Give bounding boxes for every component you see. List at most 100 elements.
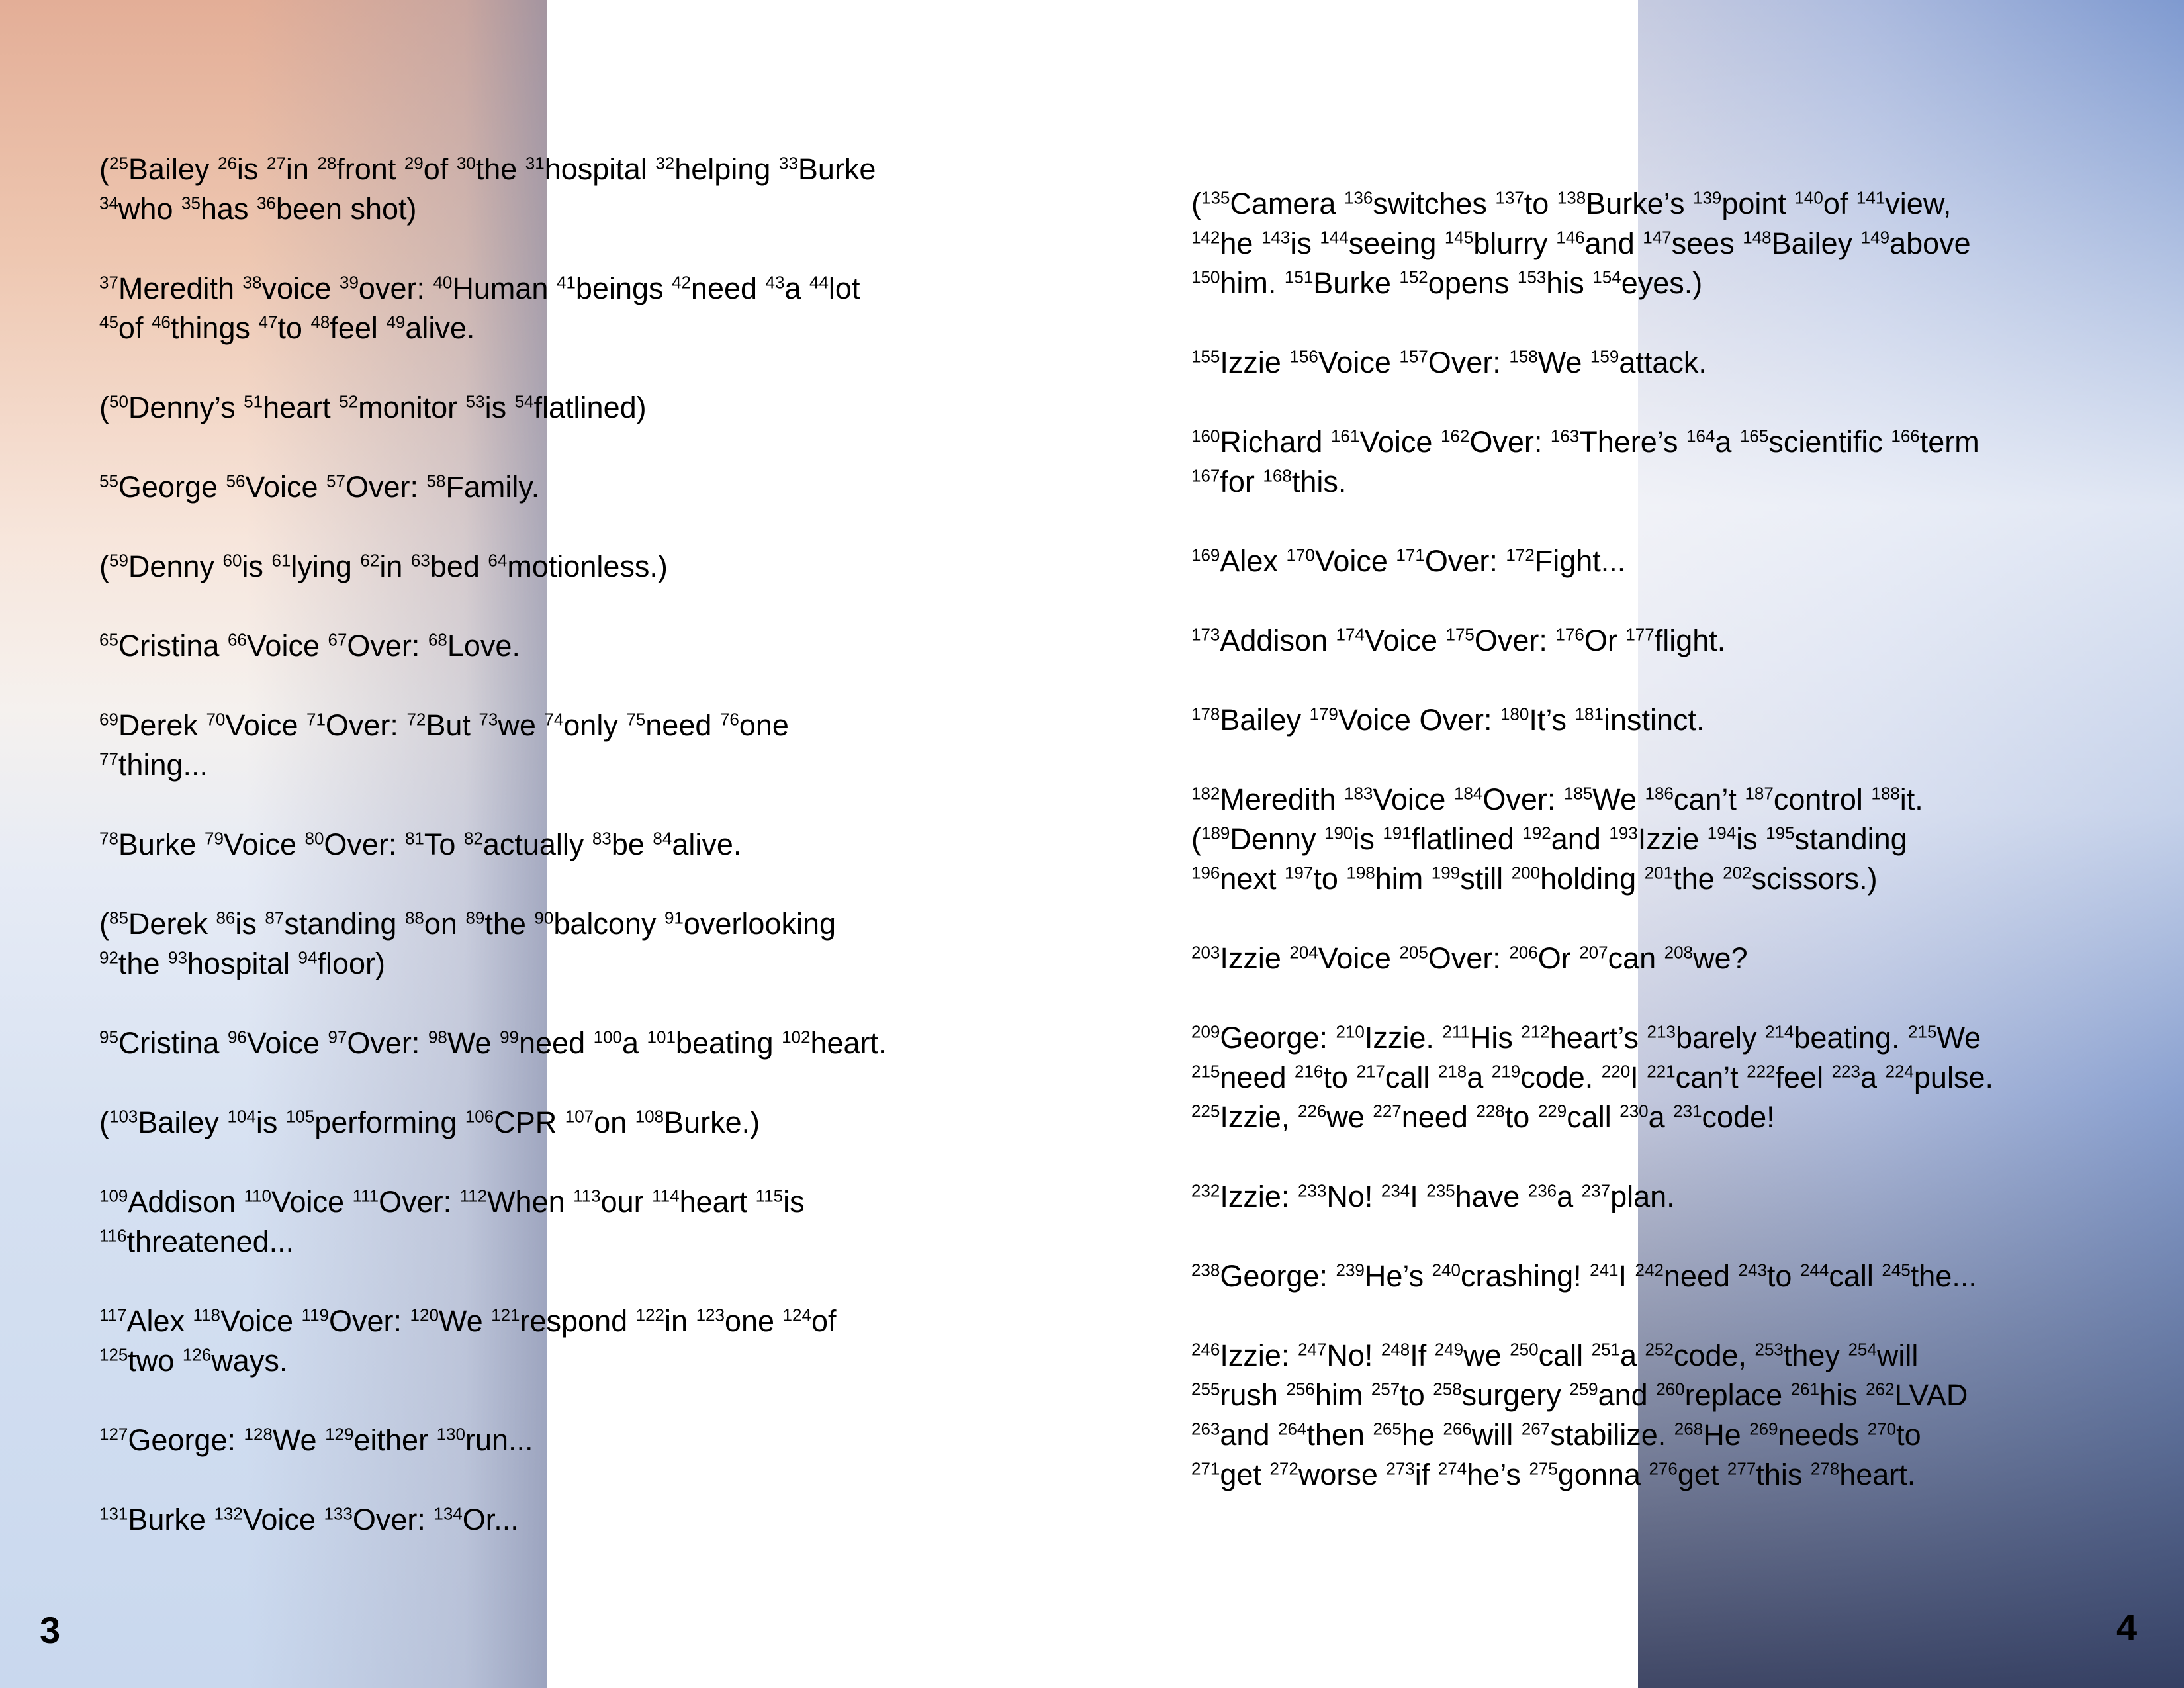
word: front	[336, 152, 404, 186]
word: helping	[674, 152, 779, 186]
word: Voice	[1314, 544, 1396, 578]
word-index-number: 91	[664, 908, 684, 928]
word: of	[423, 152, 457, 186]
word: Or	[1537, 941, 1580, 975]
word: Izzie	[1220, 941, 1290, 975]
word: seeing	[1348, 226, 1445, 260]
word-index-number: 98	[428, 1027, 447, 1047]
word-index-number: 227	[1373, 1101, 1402, 1121]
word: his	[1819, 1378, 1866, 1412]
word: Voice	[225, 708, 306, 742]
word-index-number: 225	[1191, 1101, 1220, 1121]
script-paragraph: 109Addison 110Voice 111Over: 112When 113…	[99, 1182, 1059, 1262]
word: LVAD	[1894, 1378, 1968, 1412]
word: lying	[291, 549, 361, 583]
word-index-number: 124	[782, 1305, 811, 1325]
word: on	[424, 907, 466, 941]
word: George:	[1220, 1021, 1336, 1055]
script-paragraph: 178Bailey 179Voice Over: 180It’s 181inst…	[1191, 700, 2151, 740]
word: Meredith	[1220, 782, 1344, 816]
word-index-number: 199	[1431, 863, 1461, 883]
word-index-number: 268	[1674, 1419, 1704, 1439]
word-index-number: 234	[1381, 1180, 1410, 1201]
word-index-number: 32	[655, 153, 675, 173]
word: him.	[1220, 266, 1285, 300]
word: Fight...	[1534, 544, 1626, 578]
word: to	[1766, 1259, 1800, 1293]
word-index-number: 123	[696, 1305, 725, 1325]
word-index-number: 129	[325, 1424, 354, 1444]
word-index-number: 179	[1309, 704, 1338, 724]
word: and	[1584, 226, 1643, 260]
word: opens	[1428, 266, 1518, 300]
word: a	[1557, 1180, 1582, 1213]
word: we	[1463, 1338, 1510, 1372]
word: We	[1537, 346, 1590, 379]
word: plan.	[1610, 1180, 1675, 1213]
word: Voice	[1364, 624, 1446, 657]
word-index-number: 259	[1569, 1379, 1598, 1399]
word-index-number: 69	[99, 709, 118, 729]
word: who	[118, 192, 181, 226]
word-index-number: 134	[433, 1503, 463, 1524]
word-index-number: 110	[244, 1186, 271, 1206]
word-index-number: 198	[1346, 863, 1375, 883]
word-index-number: 269	[1749, 1419, 1778, 1439]
word-index-number: 131	[99, 1503, 128, 1524]
word: Izzie	[1637, 822, 1707, 856]
word-index-number: 83	[592, 828, 612, 849]
word-index-number: 148	[1743, 227, 1772, 248]
page-number-right: 4	[2116, 1607, 2138, 1648]
word: Voice	[1318, 941, 1400, 975]
word: Over:	[379, 1185, 460, 1219]
word: It’s	[1529, 703, 1575, 737]
word-index-number: 250	[1510, 1339, 1539, 1360]
word-index-number: 50	[109, 391, 128, 412]
word-index-number: 64	[488, 550, 508, 571]
word-prefix: (	[99, 1105, 109, 1139]
word: Bailey	[1771, 226, 1861, 260]
word: Camera	[1230, 187, 1344, 220]
word-index-number: 41	[556, 272, 576, 293]
word-index-number: 139	[1692, 187, 1722, 208]
word: Burke’s	[1586, 187, 1693, 220]
word-index-number: 265	[1373, 1419, 1402, 1439]
script-paragraph: 95Cristina 96Voice 97Over: 98We 99need 1…	[99, 1023, 1059, 1063]
word-index-number: 195	[1766, 823, 1795, 843]
word-index-number: 247	[1297, 1339, 1327, 1360]
word: Denny	[1230, 822, 1324, 856]
word: Over:	[347, 1026, 428, 1060]
word-index-number: 105	[285, 1106, 315, 1127]
word: flatlined	[1411, 822, 1523, 856]
word-index-number: 150	[1191, 267, 1220, 287]
word-index-number: 113	[573, 1186, 601, 1206]
word-index-number: 205	[1399, 942, 1428, 962]
word-index-number: 241	[1590, 1260, 1619, 1280]
word: if	[1414, 1458, 1438, 1491]
word: and	[1598, 1378, 1657, 1412]
word-index-number: 116	[99, 1225, 127, 1246]
word-index-number: 253	[1754, 1339, 1784, 1360]
word: gonna	[1557, 1458, 1649, 1491]
word-index-number: 137	[1495, 187, 1524, 208]
word: Burke.)	[664, 1105, 760, 1139]
word-prefix: (	[99, 391, 109, 424]
word: When	[487, 1185, 574, 1219]
word: can’t	[1675, 1060, 1747, 1094]
word-index-number: 181	[1574, 704, 1604, 724]
word: bed	[430, 549, 488, 583]
word-index-number: 220	[1601, 1061, 1631, 1082]
word-index-number: 58	[426, 471, 446, 491]
word-index-number: 66	[227, 630, 247, 650]
word-index-number: 219	[1491, 1061, 1521, 1082]
word: only	[563, 708, 627, 742]
word: the	[484, 907, 535, 941]
word-index-number: 271	[1191, 1458, 1220, 1479]
word: George:	[128, 1423, 244, 1457]
word-index-number: 272	[1269, 1458, 1298, 1479]
word: Denny	[128, 549, 223, 583]
word: either	[353, 1423, 437, 1457]
word: Voice	[245, 470, 327, 504]
right-page-gradient-background	[1638, 0, 2184, 1688]
word: But	[426, 708, 479, 742]
